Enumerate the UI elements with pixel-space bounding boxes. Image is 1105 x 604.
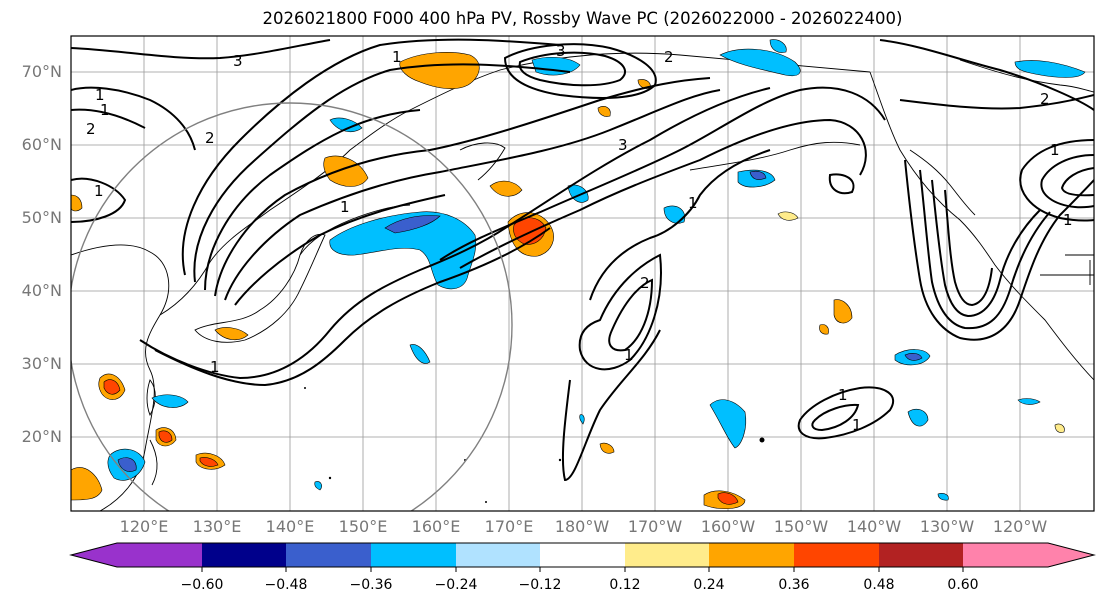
colorbar-label: −0.36: [349, 577, 393, 593]
colorbar-label: 0.60: [947, 577, 979, 593]
colorbar-label: −0.24: [434, 577, 478, 593]
lon-label: 170°E: [484, 517, 534, 536]
contour-label: 1: [624, 346, 634, 364]
lon-label: 150°W: [773, 517, 829, 536]
colorbar-segment: [202, 543, 286, 567]
colorbar-label: 0.24: [693, 577, 725, 593]
contour-label: 2: [86, 120, 96, 138]
negative-anomalies: [107, 39, 1086, 501]
lon-label: 140°E: [265, 517, 315, 536]
lon-label: 150°E: [338, 517, 388, 536]
contour-label: 1: [852, 416, 862, 434]
contour-label: 2: [205, 129, 215, 147]
pv-contour-labels: 1 1 1 1 2 2 2 3 3 1 1 2 1 1 1 1 2 1 1 3: [86, 42, 1073, 434]
lon-label: 120°E: [119, 517, 169, 536]
contour-label: 1: [95, 86, 105, 104]
contour-label: 3: [618, 136, 628, 154]
colorbar-segment: [117, 543, 202, 567]
colorbar-label: 0.48: [863, 577, 895, 593]
contour-label: 1: [1063, 211, 1073, 229]
lon-label: 120°W: [992, 517, 1048, 536]
colorbar-extend-left: [71, 543, 117, 567]
lat-label: 40°N: [21, 281, 62, 300]
colorbar-label: −0.60: [180, 577, 224, 593]
colorbar-label: 0.36: [778, 577, 810, 593]
colorbar-segment: [794, 543, 879, 567]
reference-circle: [71, 102, 513, 511]
contour-label: 1: [94, 182, 104, 200]
colorbar: [69, 542, 1096, 572]
lon-label: 160°E: [411, 517, 461, 536]
lon-label: 140°W: [846, 517, 902, 536]
contour-label: 1: [340, 198, 350, 216]
map-frame: [70, 35, 1095, 512]
contour-label: 3: [556, 42, 566, 60]
contour-label: 1: [688, 194, 698, 212]
contour-label: 1: [392, 48, 402, 66]
colorbar-segment: [625, 543, 709, 567]
lat-label: 60°N: [21, 135, 62, 154]
lon-label: 170°W: [627, 517, 683, 536]
contour-label: 2: [664, 48, 674, 66]
contour-label: 3: [233, 52, 243, 70]
colorbar-segment: [540, 543, 625, 567]
pv-contours: [71, 38, 1094, 482]
colorbar-segment: [371, 543, 456, 567]
lat-label: 50°N: [21, 208, 62, 227]
positive-anomalies: [71, 52, 1065, 509]
lon-label: 130°E: [192, 517, 242, 536]
lat-label: 30°N: [21, 354, 62, 373]
colorbar-label: −0.12: [518, 577, 562, 593]
lon-label: 160°W: [700, 517, 756, 536]
colorbar-label: 0.12: [609, 577, 641, 593]
contour-label: 1: [100, 101, 110, 119]
map-panel: [71, 36, 1094, 511]
colorbar-label: −0.48: [264, 577, 308, 593]
contour-label: 1: [210, 358, 220, 376]
lon-label: 130°W: [919, 517, 975, 536]
colorbar-segment: [709, 543, 794, 567]
colorbar-segment: [286, 543, 371, 567]
colorbar-segment: [879, 543, 963, 567]
contour-label: 2: [1040, 90, 1050, 108]
contour-label: 1: [1050, 141, 1060, 159]
lat-label: 20°N: [21, 427, 62, 446]
colorbar-segment: [456, 543, 540, 567]
colorbar-segment: [963, 543, 1048, 567]
colorbar-extend-right: [1048, 543, 1094, 567]
lon-label: 180°W: [554, 517, 610, 536]
contour-label: 2: [640, 274, 650, 292]
map-title: 2026021800 F000 400 hPa PV, Rossby Wave …: [262, 9, 903, 28]
lat-label: 70°N: [21, 62, 62, 81]
contour-label: 1: [838, 386, 848, 404]
colorbar-outline: [69, 542, 1096, 568]
